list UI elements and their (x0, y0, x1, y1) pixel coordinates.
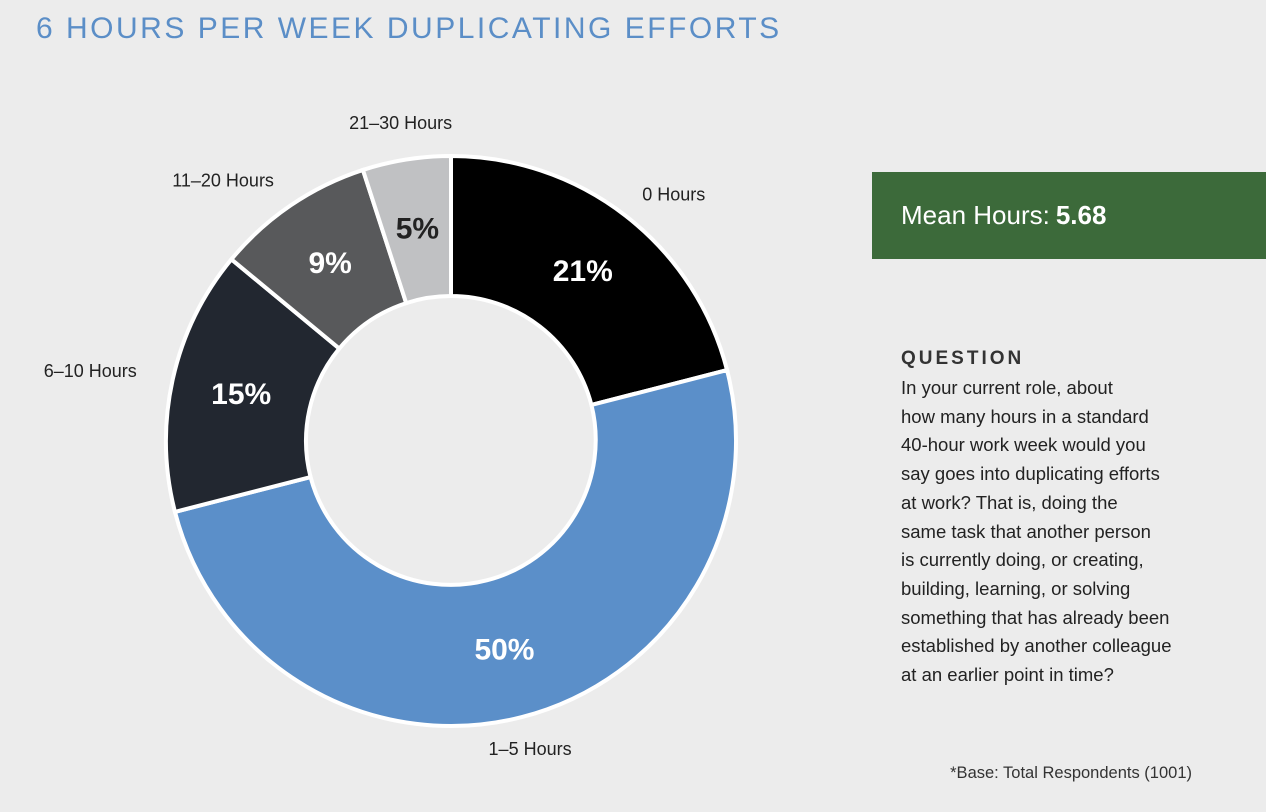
slice-category-label: 1–5 Hours (489, 739, 572, 759)
slice-category-label: 0 Hours (642, 184, 705, 204)
slice-value-label: 21% (553, 255, 613, 288)
chart-title: 6 HOURS PER WEEK DUPLICATING EFFORTS (36, 12, 782, 45)
question-text: In your current role, about how many hou… (901, 374, 1221, 690)
mean-hours-label: Mean Hours: (901, 200, 1050, 230)
donut-slice (164, 256, 343, 515)
donut-slice (172, 367, 738, 728)
slice-value-label: 50% (474, 633, 534, 666)
question-heading: QUESTION (901, 348, 1025, 369)
donut-chart: 21% 0 Hours 50% 1–5 Hours 15% 6–10 Hours 9% 11–… (44, 113, 738, 759)
base-footnote: *Base: Total Respondents (1001) (950, 764, 1192, 782)
question-panel: QUESTION In your current role, about how… (901, 348, 1221, 690)
mean-hours-value: 5.68 (1055, 200, 1107, 230)
question-line: 40-hour work week would you (901, 434, 1146, 456)
slice-value-label: 9% (308, 247, 351, 280)
question-line: In your current role, about (901, 377, 1113, 398)
question-line: say goes into duplicating efforts (901, 463, 1160, 485)
question-line: is currently doing, or creating, (901, 549, 1144, 571)
slice-value-label: 15% (211, 378, 271, 411)
question-line: same task that another person (901, 520, 1151, 542)
slice-category-label: 21–30 Hours (349, 113, 452, 133)
question-line: building, learning, or solving (901, 577, 1131, 599)
slice-value-label: 5% (396, 213, 439, 246)
question-line: at an earlier point in time? (901, 664, 1114, 686)
mean-hours-box: Mean Hours: 5.68 (872, 172, 1266, 259)
donut-slice (360, 153, 453, 306)
question-line: something that has already been (901, 606, 1170, 628)
question-line: how many hours in a standard (901, 405, 1149, 427)
question-line: at work? That is, doing the (901, 491, 1118, 513)
slice-category-label: 11–20 Hours (172, 170, 274, 190)
donut-slice (449, 153, 730, 408)
slice-category-label: 6–10 Hours (44, 361, 137, 381)
question-line: established by another colleague (901, 635, 1172, 657)
